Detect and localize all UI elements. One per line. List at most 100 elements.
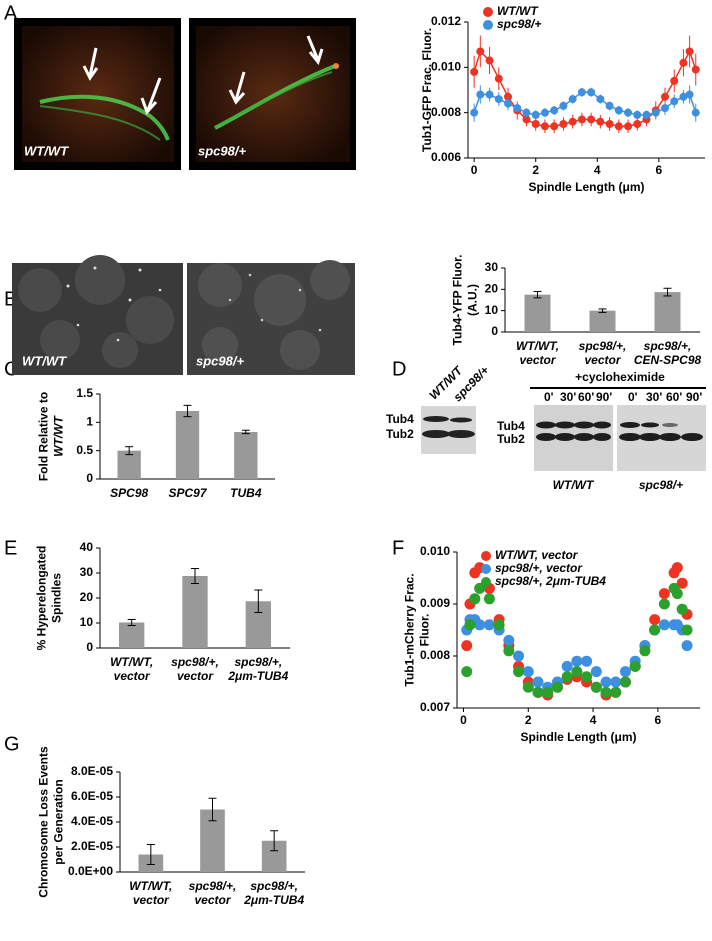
- data-point: [619, 676, 631, 688]
- band-label: Tub2: [386, 427, 414, 441]
- data-point: [470, 108, 479, 117]
- data-point: [624, 122, 633, 131]
- x-tick-label: WT/WT,: [516, 339, 559, 353]
- data-point: [464, 619, 476, 631]
- band-label: Tub4: [386, 412, 414, 426]
- data-point: [522, 108, 531, 117]
- data-point: [658, 588, 670, 600]
- data-point: [571, 666, 583, 678]
- x-tick-label: spc98/+,: [171, 655, 219, 669]
- x-tick-label: 6: [655, 713, 662, 727]
- legend-label: WT/WT, vector: [495, 548, 579, 562]
- x-tick-label: 0: [460, 713, 467, 727]
- y-tick-label: 0.010: [420, 544, 450, 558]
- legend-marker: [483, 7, 493, 17]
- panel-label: E: [4, 537, 17, 559]
- bar: [117, 450, 141, 479]
- strain-label: spc98/+: [639, 478, 683, 492]
- x-tick-label: vector: [177, 669, 214, 683]
- data-point: [605, 120, 614, 128]
- x-tick-label: CEN-SPC98: [634, 353, 702, 367]
- data-point: [660, 92, 669, 101]
- x-tick-label: WT/WT,: [110, 655, 153, 669]
- panel-label: D: [392, 358, 406, 380]
- y-tick-label: 0: [86, 640, 93, 654]
- x-tick-label: vector: [133, 893, 170, 907]
- bar: [182, 576, 208, 648]
- data-point: [513, 666, 525, 678]
- data-point: [522, 115, 531, 124]
- y-tick-label: 0.007: [420, 700, 450, 714]
- data-point: [633, 120, 642, 128]
- data-point: [550, 122, 559, 131]
- micrograph: spc98/+: [187, 260, 355, 375]
- y-tick-label: 20: [485, 282, 499, 296]
- data-point: [531, 120, 540, 128]
- data-point: [513, 104, 522, 113]
- data-point: [503, 634, 515, 646]
- data-point: [685, 47, 694, 56]
- x-tick-label: 4: [594, 163, 601, 177]
- x-tick-label: 6: [655, 163, 662, 177]
- micrograph-label: spc98/+: [196, 353, 244, 368]
- y-tick-label: 0.5: [76, 443, 93, 457]
- micrograph-label: WT/WT: [24, 143, 69, 158]
- series-line: [473, 49, 697, 128]
- y-tick-label: 0: [491, 324, 498, 338]
- y-tick-label: 6.0E-05: [71, 789, 113, 803]
- data-point: [676, 603, 688, 615]
- timepoint: 0': [544, 390, 554, 404]
- data-point: [642, 110, 651, 119]
- y-tick-label: 0.010: [431, 60, 461, 74]
- data-point: [485, 90, 494, 99]
- legend-marker: [481, 551, 491, 561]
- data-point: [550, 106, 559, 115]
- data-point: [559, 120, 568, 128]
- data-point: [639, 645, 651, 657]
- y-tick-label: 10: [80, 615, 94, 629]
- data-point: [691, 108, 700, 117]
- data-point: [485, 56, 494, 65]
- data-point: [522, 681, 534, 693]
- data-point: [476, 47, 485, 56]
- data-point: [577, 88, 586, 97]
- data-point: [461, 666, 473, 678]
- x-tick-label: spc98/+,: [189, 879, 237, 893]
- bar: [524, 294, 551, 332]
- data-point: [494, 74, 503, 83]
- data-point: [577, 115, 586, 124]
- data-point: [679, 58, 688, 67]
- bar: [234, 431, 258, 479]
- data-point: [633, 110, 642, 119]
- y-tick-label: 10: [485, 303, 499, 317]
- legend-label: WT/WT: [497, 4, 539, 18]
- x-tick-label: 2: [525, 713, 532, 727]
- micrograph-label: spc98/+: [198, 143, 246, 158]
- data-point: [551, 681, 563, 693]
- micrograph: WT/WT: [14, 18, 181, 170]
- data-point: [542, 686, 554, 698]
- x-tick-label: SPC98: [110, 486, 148, 500]
- data-point: [494, 95, 503, 104]
- data-point: [600, 676, 612, 688]
- y-axis-label: Fluor.: [418, 614, 432, 647]
- data-point: [681, 624, 693, 636]
- x-tick-label: vector: [584, 353, 621, 367]
- data-point: [691, 65, 700, 74]
- y-tick-label: 0.006: [431, 150, 461, 164]
- data-point: [670, 76, 679, 85]
- y-tick-label: 8.0E-05: [71, 764, 113, 778]
- y-tick-label: 0.009: [420, 596, 450, 610]
- timepoint: 30': [646, 390, 662, 404]
- y-tick-label: 0.012: [431, 14, 461, 28]
- timepoint: 90': [596, 390, 612, 404]
- data-point: [532, 676, 544, 688]
- data-point: [470, 67, 479, 76]
- x-tick-label: vector: [519, 353, 556, 367]
- data-point: [581, 655, 593, 667]
- y-axis-label: WT/WT: [52, 415, 66, 457]
- western-blot: WT/WT spc98/+ Tub4 Tub2 +cycloheximide 0…: [386, 363, 706, 492]
- data-point: [676, 577, 688, 589]
- data-point: [600, 686, 612, 698]
- x-tick-label: vector: [194, 893, 231, 907]
